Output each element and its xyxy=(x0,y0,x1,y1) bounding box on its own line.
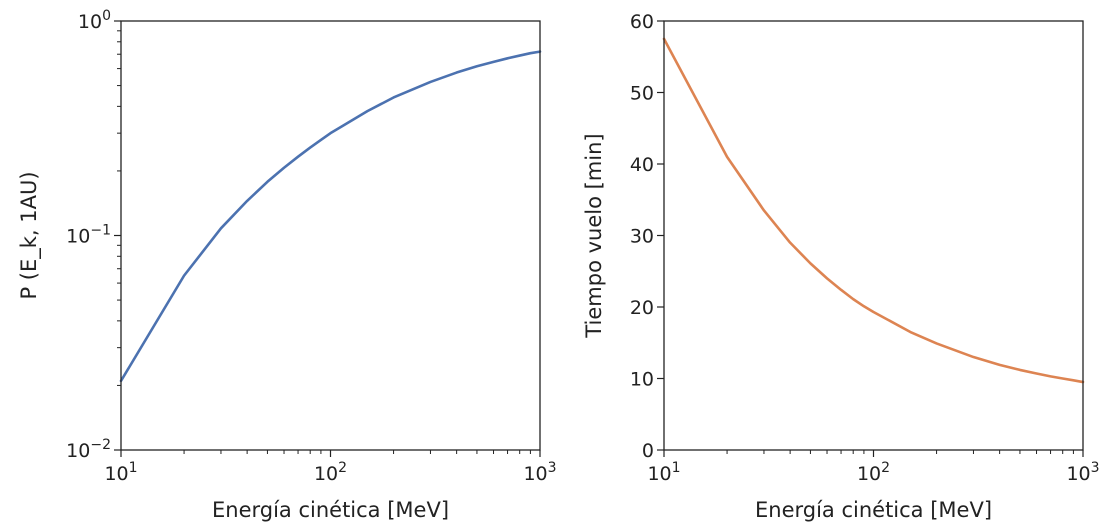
y-tick-label: 10 xyxy=(630,369,654,391)
x-tick-label: 101 xyxy=(104,460,137,485)
series-line xyxy=(119,50,542,383)
x-axis-label: Energía cinética [MeV] xyxy=(755,498,992,522)
right-chart: 101 102 103 0 10 20 30 40 50 60 Energía cinética [… xyxy=(582,11,1100,522)
x-tick-label: 102 xyxy=(314,460,347,485)
y-tick-label: 30 xyxy=(630,226,654,248)
y-tick-label: 10−1 xyxy=(66,223,111,248)
left-chart: 101 102 103 10−2 10−1 100 Energía cinética [Me… xyxy=(17,8,557,522)
x-tick-label: 102 xyxy=(857,460,890,485)
y-tick-label: 50 xyxy=(630,83,654,105)
x-tick-label: 103 xyxy=(523,460,556,485)
y-tick-label: 20 xyxy=(630,297,654,319)
x-axis-label: Energía cinética [MeV] xyxy=(212,498,449,522)
y-axis-label: Tiempo vuelo [min] xyxy=(582,133,606,338)
y-tick-label: 0 xyxy=(642,440,654,462)
y-tick-label: 10−2 xyxy=(66,437,111,462)
y-tick-label: 40 xyxy=(630,154,654,176)
plot-frame xyxy=(663,20,1084,451)
y-tick-label: 60 xyxy=(630,11,654,33)
y-axis-label: P (E_k, 1AU) xyxy=(17,171,42,299)
plot-frame xyxy=(120,20,541,451)
x-tick-label: 103 xyxy=(1066,460,1099,485)
x-tick-label: 101 xyxy=(647,460,680,485)
y-tick-label: 100 xyxy=(78,8,111,33)
series-line xyxy=(662,37,1085,384)
